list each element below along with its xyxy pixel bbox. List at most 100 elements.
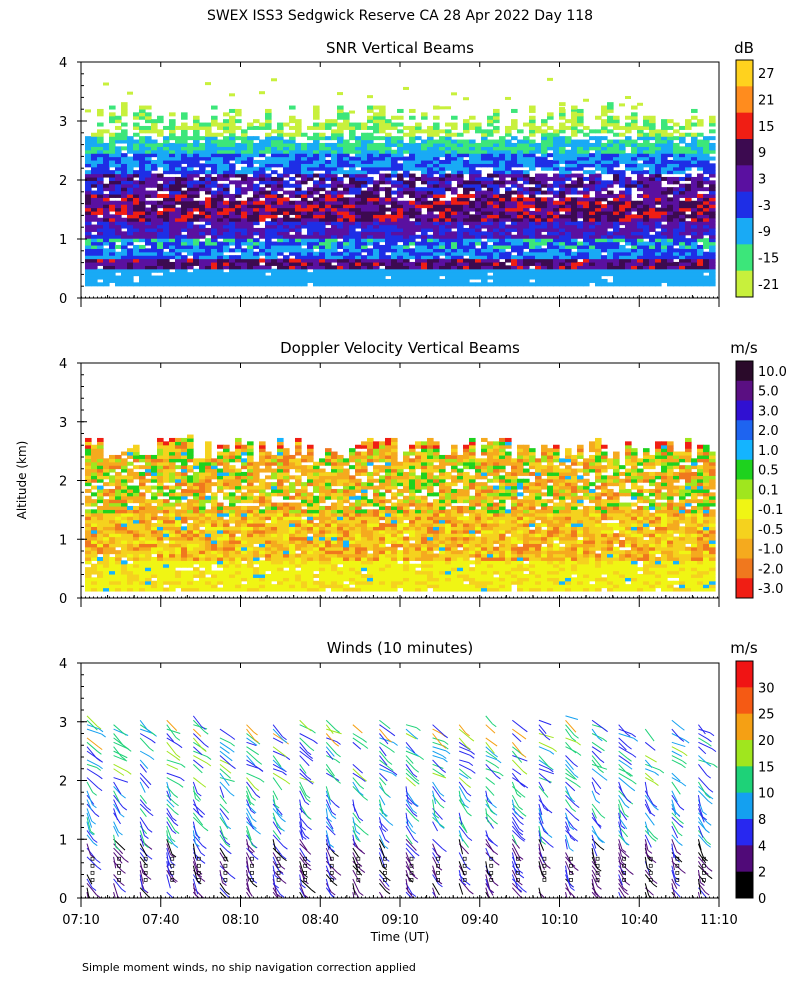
snr-cell: [601, 231, 608, 236]
snr-cell: [385, 241, 392, 246]
snr-cell: [115, 156, 122, 161]
snr-cell: [667, 136, 674, 141]
snr-cell: [541, 207, 548, 212]
snr-cell: [547, 200, 554, 205]
snr-cell: [511, 159, 518, 164]
snr-cell: [367, 105, 374, 110]
snr-cell: [85, 109, 91, 113]
snr-cell: [259, 170, 266, 175]
snr-cell: [271, 146, 278, 151]
snr-cell: [127, 163, 134, 168]
snr-cell: [631, 105, 638, 110]
snr-cell: [343, 217, 350, 222]
snr-cell: [367, 197, 374, 202]
snr-cell: [427, 146, 434, 151]
snr-cell: [205, 227, 212, 232]
snr-cell: [625, 200, 632, 205]
snr-cell: [151, 153, 158, 158]
snr-cell: [187, 200, 194, 205]
snr-cell: [343, 272, 350, 277]
snr-cell: [589, 241, 596, 246]
snr-cell: [601, 221, 608, 226]
snr-cell: [613, 227, 620, 232]
snr-cell: [427, 170, 434, 175]
snr-cell: [685, 200, 692, 205]
snr-cell: [109, 255, 116, 260]
snr-cell: [103, 221, 110, 226]
doppler-cell: [115, 485, 122, 490]
snr-cell: [685, 176, 692, 181]
snr-cell: [493, 234, 500, 239]
snr-cell: [649, 282, 656, 287]
snr-cell: [517, 231, 524, 236]
snr-cell: [163, 224, 170, 229]
snr-cell: [403, 163, 410, 168]
colorbar-label: 3: [758, 173, 766, 188]
snr-cell: [523, 238, 530, 243]
snr-cell: [667, 187, 674, 192]
snr-cell: [439, 265, 446, 270]
doppler-cell: [115, 454, 122, 459]
snr-cell: [349, 110, 355, 114]
snr-cell: [649, 217, 656, 222]
snr-cell: [235, 170, 242, 175]
snr-cell: [121, 238, 128, 243]
snr-cell: [241, 153, 248, 158]
snr-cell: [517, 170, 524, 175]
doppler-cell: [103, 458, 110, 463]
snr-cell: [493, 221, 500, 226]
snr-cell: [121, 221, 128, 226]
snr-cell: [307, 146, 314, 151]
snr-cell: [643, 258, 650, 263]
snr-cell: [253, 153, 260, 158]
snr-cell: [637, 272, 644, 277]
snr-cell: [709, 248, 716, 253]
snr-cell: [541, 268, 548, 273]
snr-cell: [319, 255, 326, 260]
snr-cell: [463, 231, 470, 236]
snr-cell: [553, 275, 560, 280]
snr-cell: [595, 282, 602, 287]
doppler-cell: [103, 468, 110, 473]
snr-cell: [571, 183, 578, 188]
snr-cell: [703, 268, 710, 273]
snr-cell: [427, 227, 434, 232]
snr-cell: [505, 139, 512, 144]
doppler-cell: [103, 573, 110, 578]
snr-cell: [445, 136, 452, 141]
snr-cell: [505, 193, 512, 198]
snr-cell: [583, 258, 590, 263]
snr-cell: [145, 139, 152, 144]
snr-cell: [145, 224, 152, 229]
doppler-cell: [109, 584, 116, 589]
snr-cell: [109, 268, 116, 273]
snr-cell: [691, 227, 698, 232]
snr-cell: [577, 156, 584, 161]
snr-cell: [637, 224, 644, 229]
snr-cell: [127, 173, 134, 178]
snr-cell: [691, 190, 698, 195]
snr-cell: [505, 159, 512, 164]
snr-cell: [661, 224, 668, 229]
snr-cell: [385, 159, 392, 164]
snr-cell: [475, 149, 482, 154]
snr-cell: [565, 207, 572, 212]
snr-cell: [559, 146, 566, 151]
doppler-cell: [133, 560, 140, 565]
snr-cell: [529, 210, 536, 215]
snr-cell: [553, 190, 560, 195]
snr-cell: [397, 227, 404, 232]
snr-cell: [415, 255, 422, 260]
doppler-cell: [109, 546, 116, 551]
snr-cell: [397, 153, 404, 158]
snr-cell: [613, 163, 620, 168]
snr-cell: [409, 136, 416, 141]
snr-cell: [643, 187, 650, 192]
snr-cell: [133, 112, 140, 117]
snr-cell: [295, 248, 302, 253]
snr-cell: [403, 255, 410, 260]
snr-cell: [133, 125, 140, 130]
snr-cell: [655, 217, 662, 222]
snr-cell: [193, 180, 200, 185]
snr-cell: [319, 278, 326, 283]
